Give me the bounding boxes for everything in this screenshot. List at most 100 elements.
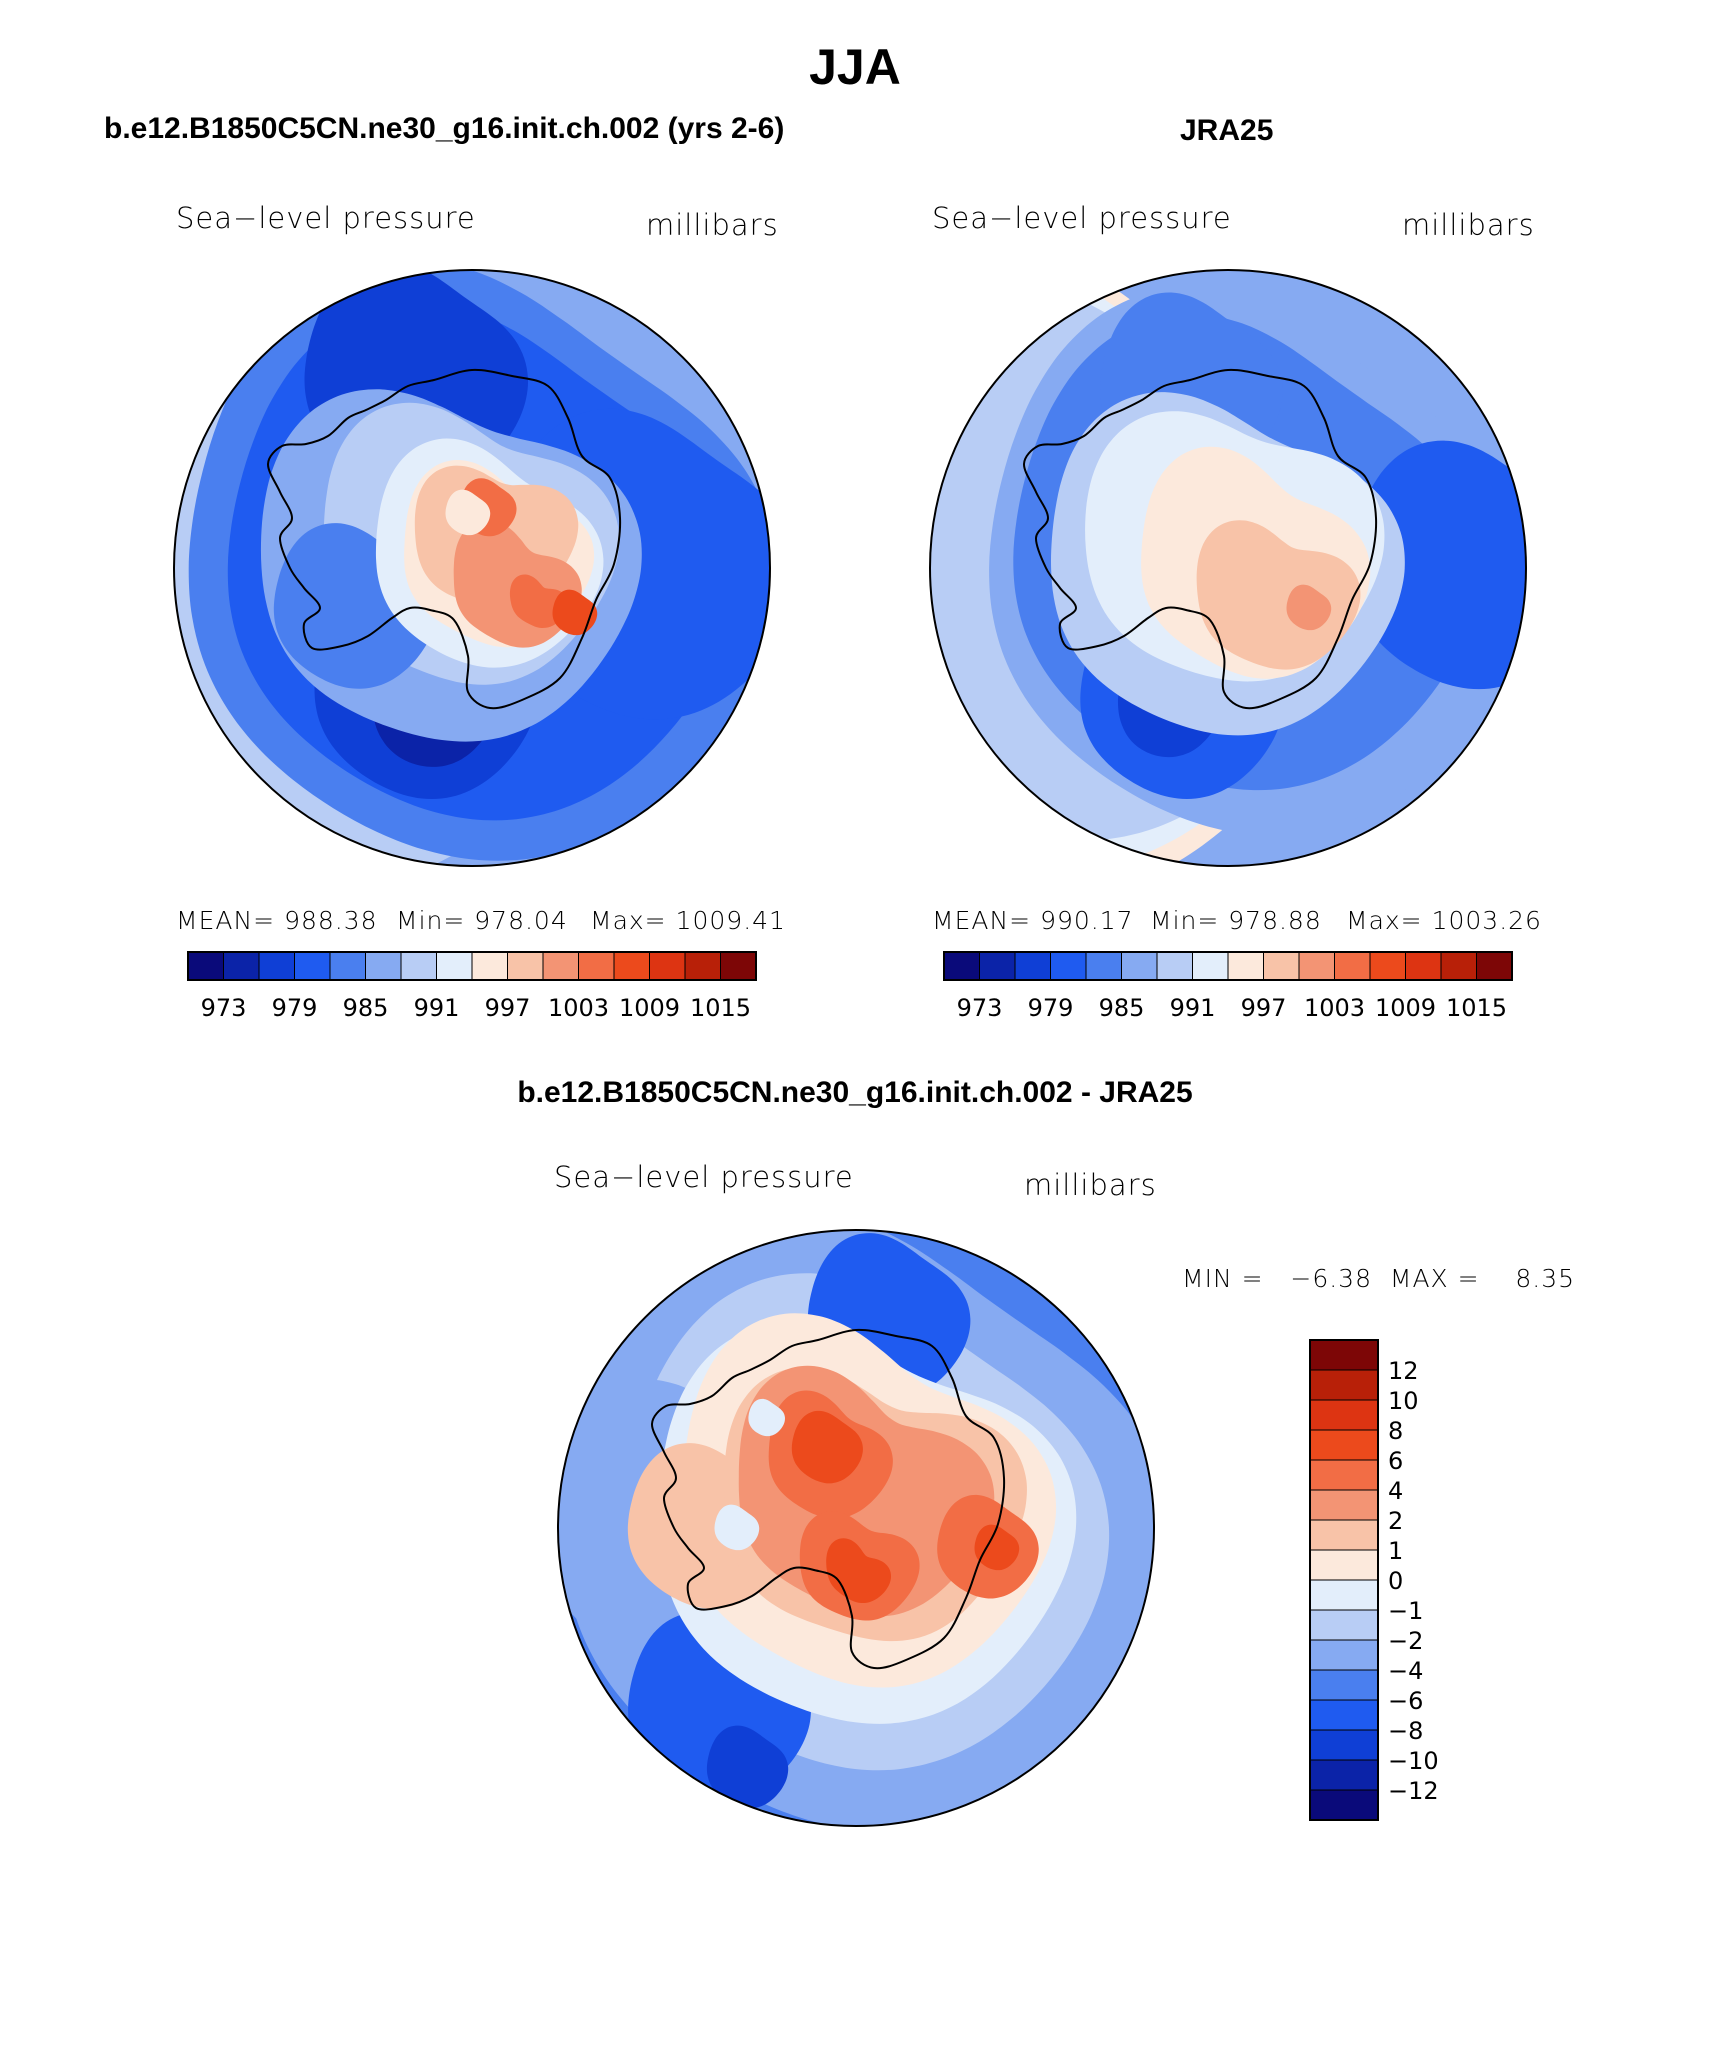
panel-left-min: Min= 978.04	[396, 906, 568, 935]
colorbar-diff-swatch	[1309, 1399, 1379, 1431]
colorbar-diff-tick-label: 1	[1388, 1537, 1403, 1565]
map-panel-diff	[557, 1229, 1155, 1827]
panel-left-mean: MEAN= 988.38	[176, 906, 378, 935]
colorbar-right-tick-label: 979	[1028, 994, 1074, 1022]
colorbar-left-swatch	[294, 951, 331, 981]
colorbar-diff-swatch	[1309, 1789, 1379, 1821]
map-left-coastline	[266, 368, 622, 710]
colorbar-left-tick-label: 1003	[548, 994, 609, 1022]
colorbar-right-tick-label: 1015	[1446, 994, 1507, 1022]
map-diff-coastline	[650, 1328, 1006, 1670]
map-right-contour-region	[1196, 520, 1361, 670]
colorbar-left-swatch	[720, 951, 757, 981]
map-right-contour-region	[1350, 440, 1526, 690]
colorbar-left-swatch	[578, 951, 615, 981]
colorbar-left-swatch	[684, 951, 721, 981]
colorbar-diff-tick-label: 2	[1388, 1507, 1403, 1535]
map-right-map-border	[929, 269, 1527, 867]
colorbar-diff-tick-label: 0	[1388, 1567, 1403, 1595]
map-diff-contour-region	[748, 1398, 785, 1437]
colorbar-diff-tick-label: 4	[1388, 1477, 1403, 1505]
colorbar-diff-tick-label: −1	[1388, 1597, 1423, 1625]
map-panel-left	[173, 269, 771, 867]
map-right-contour-region	[1286, 584, 1332, 631]
colorbar-right-tick-label: 1009	[1375, 994, 1436, 1022]
map-diff-contour-region	[706, 1725, 789, 1809]
panel-diff-minmax: MIN = −6.38 MAX = 8.35	[1182, 1264, 1576, 1293]
panel-left-max: Max= 1009.41	[590, 906, 786, 935]
colorbar-diff-swatch	[1309, 1639, 1379, 1671]
colorbar-diff-tick-label: 8	[1388, 1417, 1403, 1445]
colorbar-diff-tick-label: −8	[1388, 1717, 1423, 1745]
colorbar-left-tick-label: 985	[343, 994, 389, 1022]
colorbar-right-swatch	[979, 951, 1016, 981]
colorbar-diff-tick-label: 6	[1388, 1447, 1403, 1475]
colorbar-diff-swatch	[1309, 1579, 1379, 1611]
colorbar-left-swatch	[258, 951, 295, 981]
colorbar-right-tick-label: 973	[957, 994, 1003, 1022]
colorbar-diff-swatch	[1309, 1609, 1379, 1641]
map-diff-map-border	[557, 1229, 1155, 1827]
panel-diff-title: b.e12.B1850C5CN.ne30_g16.init.ch.002 - J…	[517, 1076, 1193, 1109]
colorbar-left-swatch	[471, 951, 508, 981]
panel-right-title: JRA25	[1180, 114, 1274, 147]
colorbar-right-swatch	[1156, 951, 1193, 981]
colorbar-diff-tick-label: 10	[1388, 1387, 1419, 1415]
colorbar-left-swatch	[329, 951, 366, 981]
colorbar-right-swatch	[1298, 951, 1335, 981]
panel-left-variable: Sea−level pressure	[176, 201, 476, 235]
colorbar-left-swatch	[649, 951, 686, 981]
colorbar-right-swatch	[1050, 951, 1087, 981]
colorbar-left-swatch	[187, 951, 224, 981]
colorbar-right-swatch	[1263, 951, 1300, 981]
colorbar-diff-swatch	[1309, 1519, 1379, 1551]
colorbar-diff-swatch	[1309, 1339, 1379, 1371]
colorbar-diff-swatch	[1309, 1549, 1379, 1581]
colorbar-diff-swatch	[1309, 1669, 1379, 1701]
colorbar-right-swatch	[1476, 951, 1513, 981]
colorbar-diff-swatch	[1309, 1429, 1379, 1461]
colorbar-diff-tick-label: −2	[1388, 1627, 1423, 1655]
panel-diff-units: millibars	[1024, 1168, 1157, 1202]
colorbar-right-tick-label: 985	[1099, 994, 1145, 1022]
colorbar-left-swatch	[507, 951, 544, 981]
colorbar-left-swatch	[436, 951, 473, 981]
colorbar-right-tick-label: 1003	[1304, 994, 1365, 1022]
panel-right-max: Max= 1003.26	[1346, 906, 1542, 935]
panel-left-units: millibars	[646, 208, 779, 242]
colorbar-right-swatch	[1440, 951, 1477, 981]
colorbar-right-tick-label: 997	[1241, 994, 1287, 1022]
colorbar-right-swatch	[1014, 951, 1051, 981]
colorbar-left-tick-label: 1015	[690, 994, 751, 1022]
map-panel-right	[929, 269, 1527, 867]
colorbar-left-tick-label: 979	[272, 994, 318, 1022]
panel-diff-variable: Sea−level pressure	[554, 1160, 854, 1194]
map-left-contour-region	[552, 589, 598, 636]
colorbar-diff-tick-label: −12	[1388, 1777, 1439, 1805]
panel-right-units: millibars	[1402, 208, 1535, 242]
colorbar-left-tick-label: 997	[485, 994, 531, 1022]
colorbar-right-swatch	[1192, 951, 1229, 981]
colorbar-left-tick-label: 973	[201, 994, 247, 1022]
colorbar-left-tick-label: 1009	[619, 994, 680, 1022]
colorbar-right-swatch	[1121, 951, 1158, 981]
colorbar-diff-swatch	[1309, 1369, 1379, 1401]
colorbar-right-swatch	[1369, 951, 1406, 981]
map-diff-contour-region	[974, 1524, 1020, 1571]
colorbar-right-swatch	[1405, 951, 1442, 981]
panel-right-mean: MEAN= 990.17	[932, 906, 1134, 935]
map-left-map-border	[173, 269, 771, 867]
map-left-contour-region	[445, 489, 491, 536]
colorbar-left-tick-label: 991	[414, 994, 460, 1022]
colorbar-left: 973 979 985 991 997 1003 1009 1015	[187, 951, 757, 1022]
colorbar-diff-swatch	[1309, 1459, 1379, 1491]
colorbar-left-swatch	[613, 951, 650, 981]
colorbar-left-swatch	[365, 951, 402, 981]
map-right-coastline	[1022, 368, 1378, 710]
colorbar-diff-swatch	[1309, 1729, 1379, 1761]
colorbar-diff-tick-label: −6	[1388, 1687, 1423, 1715]
panel-right-min: Min= 978.88	[1150, 906, 1322, 935]
colorbar-right-tick-label: 991	[1170, 994, 1216, 1022]
colorbar-diff-tick-label: −4	[1388, 1657, 1423, 1685]
